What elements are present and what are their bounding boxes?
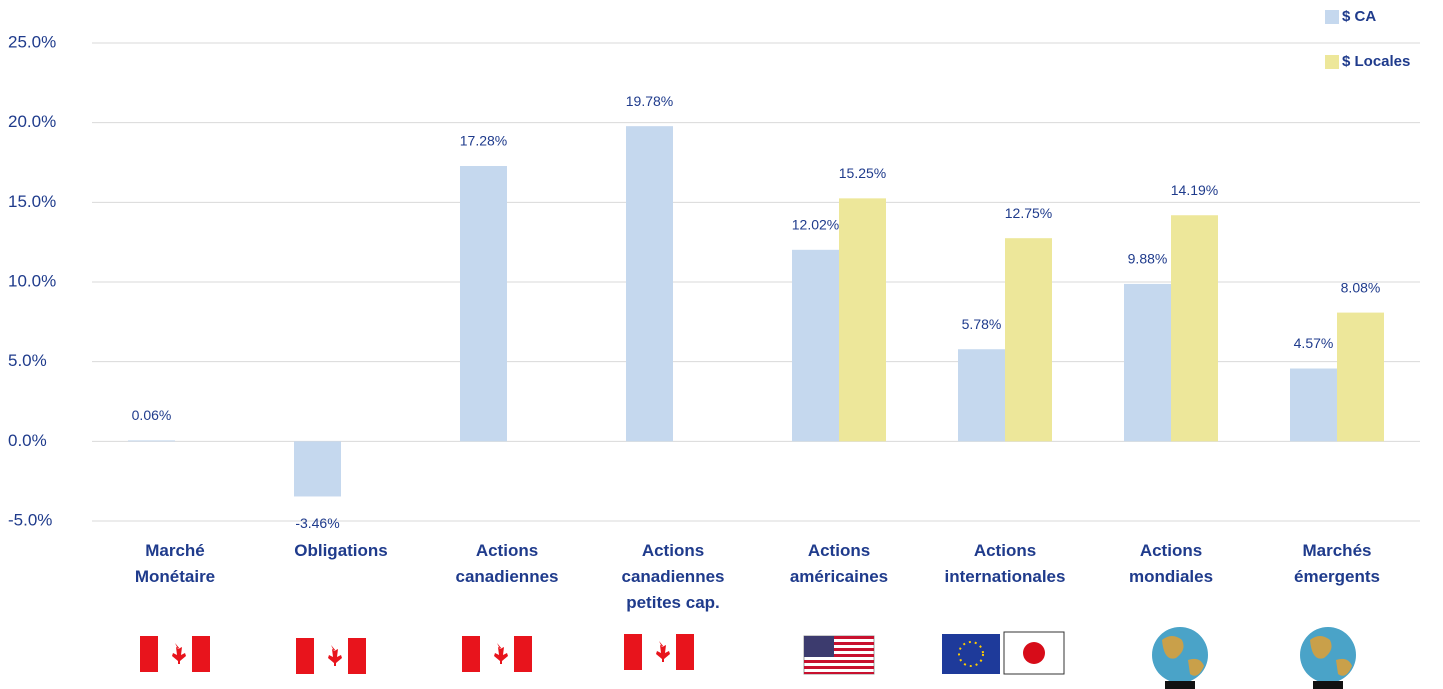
- bar: [839, 198, 886, 441]
- legend-swatch: [1325, 10, 1339, 24]
- y-tick-label: 0.0%: [8, 431, 47, 450]
- bar: [1290, 369, 1337, 442]
- value-label: 4.57%: [1294, 335, 1334, 351]
- bar: [1337, 313, 1384, 442]
- bar: [1005, 238, 1052, 441]
- y-tick-label: -5.0%: [8, 510, 52, 529]
- legend-swatch: [1325, 55, 1339, 69]
- value-label: 8.08%: [1341, 279, 1381, 295]
- bar: [1171, 215, 1218, 441]
- value-label: 12.02%: [792, 217, 839, 233]
- bar: [460, 166, 507, 441]
- bar: [128, 440, 175, 441]
- y-tick-label: 5.0%: [8, 351, 47, 370]
- value-label: 17.28%: [460, 133, 507, 149]
- value-label: -3.46%: [295, 515, 339, 531]
- value-label: 5.78%: [962, 316, 1002, 332]
- value-label: 12.75%: [1005, 205, 1052, 221]
- bar: [792, 250, 839, 442]
- page: -5.0% 0.0% 5.0% 10.0% 15.0% 20.0% 25.0% MarchéM…: [0, 0, 1443, 689]
- bar: [1124, 284, 1171, 441]
- value-label: 9.88%: [1128, 251, 1168, 267]
- y-tick-label: 15.0%: [8, 192, 56, 211]
- value-label: 0.06%: [132, 407, 172, 423]
- value-label: 14.19%: [1171, 182, 1218, 198]
- value-label: 19.78%: [626, 93, 673, 109]
- flags: [140, 627, 1356, 689]
- x-tick-label: Obligations: [294, 541, 388, 560]
- bar: [626, 126, 673, 441]
- chart: -5.0% 0.0% 5.0% 10.0% 15.0% 20.0% 25.0% MarchéM…: [0, 0, 1443, 689]
- legend-label: $ Locales: [1342, 53, 1410, 70]
- y-tick-label: 10.0%: [8, 271, 56, 290]
- value-label: 15.25%: [839, 165, 886, 181]
- bar: [294, 441, 341, 496]
- legend-label: $ CA: [1342, 8, 1376, 25]
- y-tick-label: 20.0%: [8, 112, 56, 131]
- y-tick-label: 25.0%: [8, 32, 56, 51]
- bar: [958, 349, 1005, 441]
